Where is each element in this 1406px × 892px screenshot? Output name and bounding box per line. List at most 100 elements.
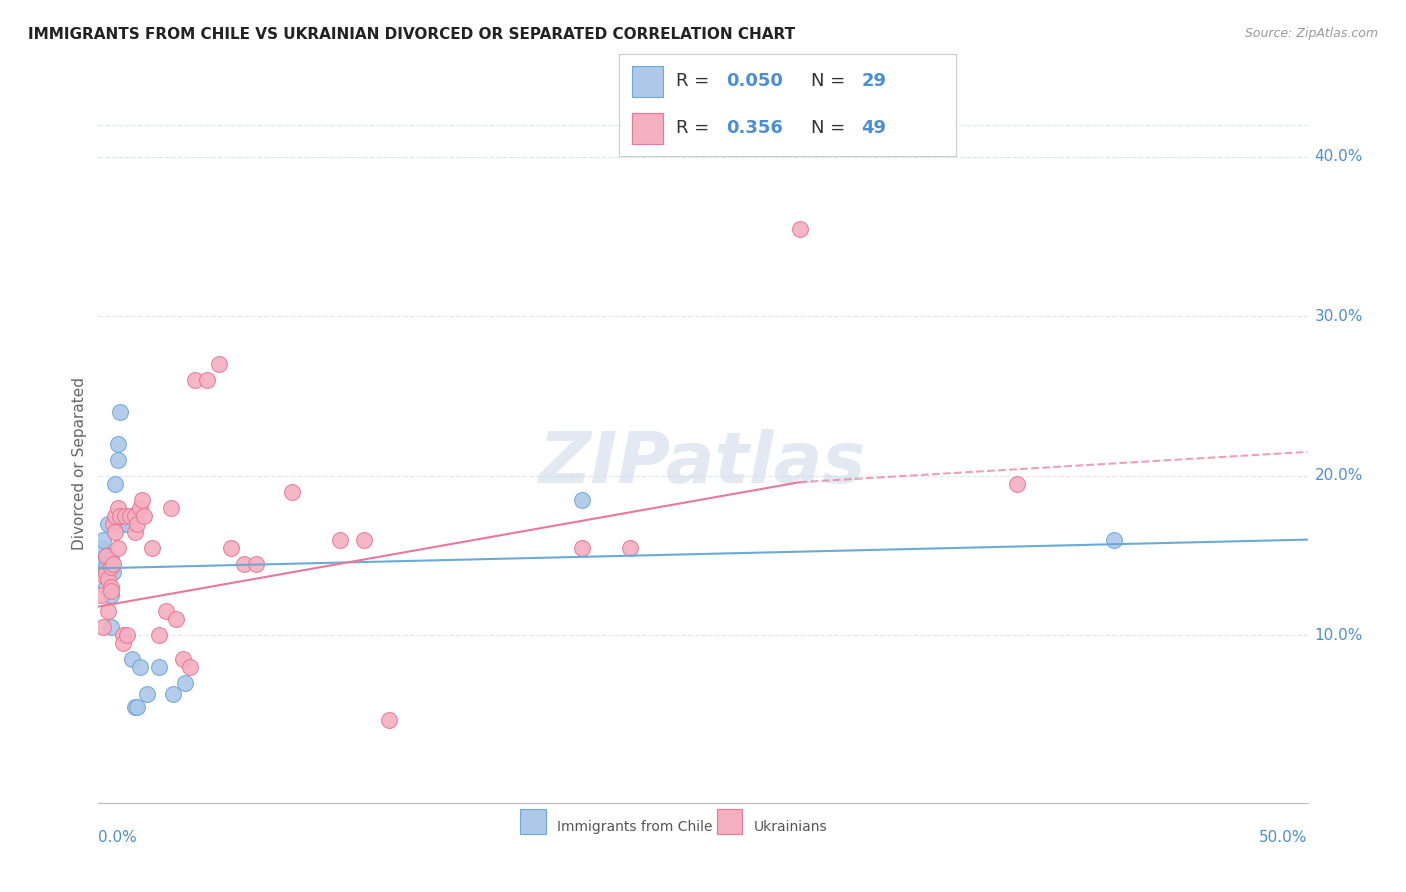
- Point: [162, 687, 184, 701]
- Point: [124, 700, 146, 714]
- Text: Immigrants from Chile: Immigrants from Chile: [557, 820, 713, 834]
- Text: Ukrainians: Ukrainians: [754, 820, 827, 834]
- Point: [155, 604, 177, 618]
- Point: [90, 541, 112, 555]
- Text: R =: R =: [676, 72, 716, 90]
- Text: 20.0%: 20.0%: [1315, 468, 1362, 483]
- Point: [91, 620, 114, 634]
- Point: [101, 557, 124, 571]
- Text: N =: N =: [811, 120, 851, 137]
- Point: [571, 541, 593, 555]
- Text: Source: ZipAtlas.com: Source: ZipAtlas.com: [1244, 27, 1378, 40]
- Text: 0.050: 0.050: [727, 72, 783, 90]
- Point: [179, 660, 201, 674]
- Point: [789, 221, 811, 235]
- Y-axis label: Divorced or Separated: Divorced or Separated: [72, 377, 87, 550]
- Point: [91, 567, 114, 582]
- Text: N =: N =: [811, 72, 851, 90]
- Point: [128, 500, 150, 515]
- Point: [100, 589, 122, 603]
- Point: [124, 508, 146, 523]
- Point: [121, 652, 143, 666]
- Point: [134, 508, 156, 523]
- Point: [128, 660, 150, 674]
- Point: [108, 508, 131, 523]
- Point: [94, 559, 117, 574]
- Point: [111, 628, 134, 642]
- Point: [245, 557, 267, 571]
- Text: 30.0%: 30.0%: [1315, 309, 1362, 324]
- Point: [114, 508, 136, 523]
- Point: [101, 565, 124, 579]
- Point: [97, 604, 120, 618]
- Point: [107, 500, 129, 515]
- Point: [91, 557, 114, 571]
- Point: [100, 581, 122, 595]
- Point: [118, 508, 141, 523]
- Point: [195, 373, 218, 387]
- Point: [94, 549, 117, 563]
- Text: 50.0%: 50.0%: [1260, 830, 1308, 845]
- Text: R =: R =: [676, 120, 716, 137]
- Point: [100, 559, 122, 574]
- Point: [104, 524, 127, 539]
- Point: [107, 541, 129, 555]
- Point: [94, 581, 117, 595]
- FancyBboxPatch shape: [633, 66, 662, 96]
- Point: [221, 541, 243, 555]
- Point: [111, 516, 134, 531]
- Point: [165, 612, 187, 626]
- Text: 40.0%: 40.0%: [1315, 149, 1362, 164]
- Point: [135, 687, 157, 701]
- Point: [281, 484, 304, 499]
- Point: [111, 636, 134, 650]
- Point: [97, 573, 120, 587]
- FancyBboxPatch shape: [633, 113, 662, 144]
- Point: [94, 549, 117, 563]
- Point: [232, 557, 254, 571]
- Point: [160, 500, 183, 515]
- Point: [94, 567, 117, 582]
- Point: [1102, 533, 1125, 547]
- Text: 0.356: 0.356: [727, 120, 783, 137]
- Point: [117, 628, 139, 642]
- Point: [100, 551, 122, 566]
- Point: [571, 492, 593, 507]
- Point: [124, 524, 146, 539]
- Point: [329, 533, 352, 547]
- Point: [148, 660, 170, 674]
- Point: [104, 508, 127, 523]
- Point: [100, 620, 122, 634]
- Point: [101, 516, 124, 531]
- Point: [104, 476, 127, 491]
- Text: 10.0%: 10.0%: [1315, 628, 1362, 643]
- Point: [97, 516, 120, 531]
- Point: [127, 700, 149, 714]
- Point: [131, 492, 153, 507]
- Point: [377, 713, 399, 727]
- Point: [117, 516, 139, 531]
- Point: [174, 676, 197, 690]
- Point: [184, 373, 207, 387]
- Point: [108, 405, 131, 419]
- Point: [91, 533, 114, 547]
- Point: [619, 541, 641, 555]
- Point: [90, 589, 112, 603]
- Point: [141, 541, 163, 555]
- Point: [97, 549, 120, 563]
- Text: IMMIGRANTS FROM CHILE VS UKRAINIAN DIVORCED OR SEPARATED CORRELATION CHART: IMMIGRANTS FROM CHILE VS UKRAINIAN DIVOR…: [28, 27, 796, 42]
- Point: [127, 516, 149, 531]
- Point: [172, 652, 194, 666]
- Point: [148, 628, 170, 642]
- Point: [100, 583, 122, 598]
- Point: [208, 357, 231, 371]
- Text: 0.0%: 0.0%: [98, 830, 138, 845]
- Point: [353, 533, 375, 547]
- Point: [107, 453, 129, 467]
- Text: 29: 29: [862, 72, 887, 90]
- Point: [107, 437, 129, 451]
- Text: ZIPatlas: ZIPatlas: [540, 429, 866, 499]
- Point: [94, 565, 117, 579]
- Point: [1007, 476, 1029, 491]
- Text: 49: 49: [862, 120, 887, 137]
